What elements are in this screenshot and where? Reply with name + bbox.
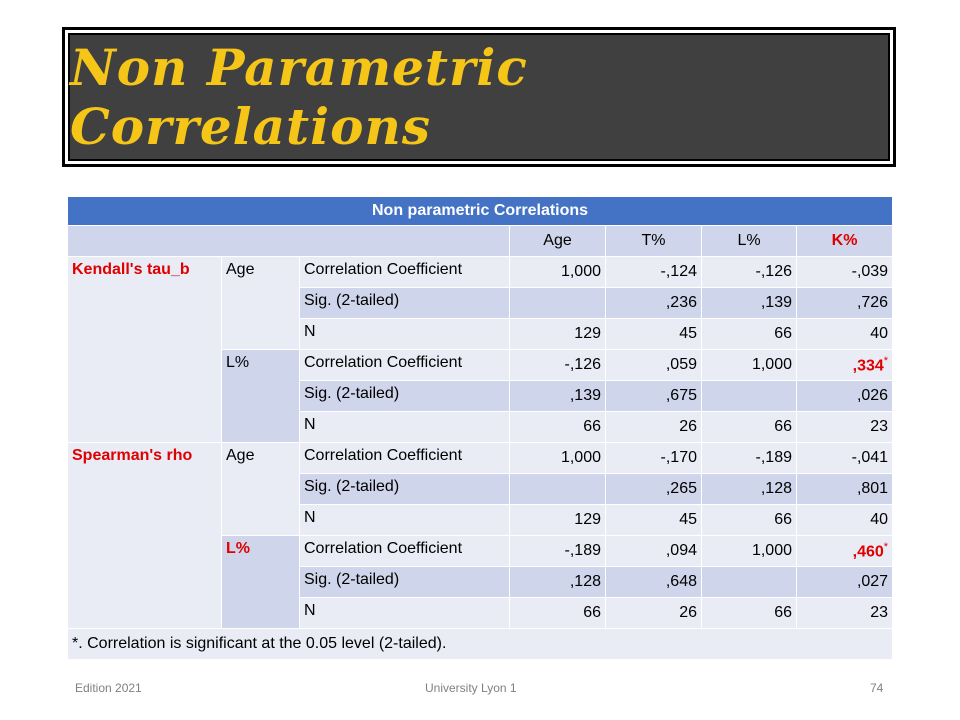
table-cell [701,380,797,412]
table-cell: -,126 [701,256,797,288]
table-cell: ,026 [795,380,894,412]
table-cell: -,189 [701,442,797,474]
table-row: Sig. (2-tailed) ,128,648 ,027 [68,566,894,598]
column-header-k: K% [795,225,894,257]
table-cell: ,265 [605,473,702,505]
table-cell: 66 [701,504,797,536]
table-row: L% Correlation Coefficient -,189,094 1,000,… [68,535,894,629]
statistic-label: Correlation Coefficient [299,535,510,567]
table-cell: 129 [509,318,606,350]
table-cell: -,170 [605,442,702,474]
table-cell: 45 [605,318,702,350]
statistic-label: Correlation Coefficient [299,442,510,474]
table-cell: ,094 [605,535,702,567]
variable-label: Age [221,256,300,350]
statistic-label: Sig. (2-tailed) [299,380,510,412]
table-cell: ,059 [605,349,702,381]
table-row: Sig. (2-tailed) ,236,139,726 [68,287,894,319]
title-frame: Non Parametric Correlations [62,27,896,167]
table-footnote: *. Correlation is significant at the 0.0… [66,628,894,660]
table-cell: ,027 [795,566,894,598]
significant-value: ,334 [852,357,884,375]
table-cell: ,236 [605,287,702,319]
table-cell [509,287,606,319]
statistic-label: Sig. (2-tailed) [299,287,510,319]
table-cell: 40 [795,318,894,350]
table-cell: 66 [701,318,797,350]
table-cell: 23 [795,597,894,629]
table-cell: 66 [701,597,797,629]
table-cell: 66 [509,597,606,629]
table-cell: -,126 [509,349,606,381]
statistic-label: Correlation Coefficient [299,349,510,381]
significance-mark: * [883,540,889,553]
table-cell: 1,000 [509,256,606,288]
statistic-label: N [299,597,510,629]
method-label: Kendall's tau_b [67,256,222,443]
table-cell [509,473,606,505]
correlations-table: Non parametric Correlations Age T% L% K%… [66,196,894,660]
statistic-label: N [299,411,510,443]
footer-edition: Edition 2021 [75,681,142,695]
table-row: L% Correlation Coefficient -,126,059 1,000,… [68,349,894,443]
statistic-label: N [299,504,510,536]
table-cell: 40 [795,504,894,536]
significant-value: ,460 [852,543,884,561]
table-cell: ,139 [509,380,606,412]
table-cell: 1,000 [701,349,797,381]
variable-label: Age [221,442,300,536]
table-cell [701,566,797,598]
table-cell: 26 [605,597,702,629]
significance-mark: * [883,354,889,367]
method-label: Spearman's rho [67,442,222,629]
table-cell: -,039 [795,256,894,288]
slide-title: Non Parametric Correlations [70,38,528,156]
table-cell: -,041 [795,442,894,474]
column-header-age: Age [509,225,606,257]
table-cell: ,675 [605,380,702,412]
footer-university: University Lyon 1 [425,681,517,695]
table-cell: ,139 [701,287,797,319]
table-row: N 129 45 66 40 [68,504,894,536]
statistic-label: Sig. (2-tailed) [299,473,510,505]
table-cell: 45 [605,504,702,536]
table-caption: Non parametric Correlations [66,196,894,226]
variable-label: L% [221,349,300,443]
table-row: Sig. (2-tailed) ,139,675 ,026 [68,380,894,412]
table-cell: 66 [701,411,797,443]
column-header-t: T% [605,225,702,257]
table-cell: -,189 [509,535,606,567]
statistic-label: Correlation Coefficient [299,256,510,288]
table-row: Spearman's rho Age Correlation Coefficient… [67,442,894,629]
table-cell: 66 [509,411,606,443]
title-banner: Non Parametric Correlations [68,33,890,161]
table-cell: ,726 [795,287,894,319]
footer-page-number: 74 [870,681,884,695]
table-cell: 129 [509,504,606,536]
variable-label: L% [221,535,300,629]
table-cell: 23 [795,411,894,443]
table-cell: ,460* [795,535,894,567]
table-row: Sig. (2-tailed) ,265,128,801 [68,473,894,505]
table-cell: ,801 [795,473,894,505]
table-cell: ,648 [605,566,702,598]
table-cell: 1,000 [701,535,797,567]
table-cell: -,124 [605,256,702,288]
table-cell: ,128 [509,566,606,598]
statistic-label: N [299,318,510,350]
column-header-l: L% [701,225,797,257]
table-cell: 1,000 [509,442,606,474]
table-row: Kendall's tau_b Age Correlation Coefficien… [67,256,894,443]
table-cell: ,128 [701,473,797,505]
header-blank [67,225,510,257]
table-cell: ,334* [795,349,894,381]
statistic-label: Sig. (2-tailed) [299,566,510,598]
table-row: N 66 26 66 23 [68,411,894,443]
table-row: N 129 45 66 40 [68,318,894,350]
table-cell: 26 [605,411,702,443]
